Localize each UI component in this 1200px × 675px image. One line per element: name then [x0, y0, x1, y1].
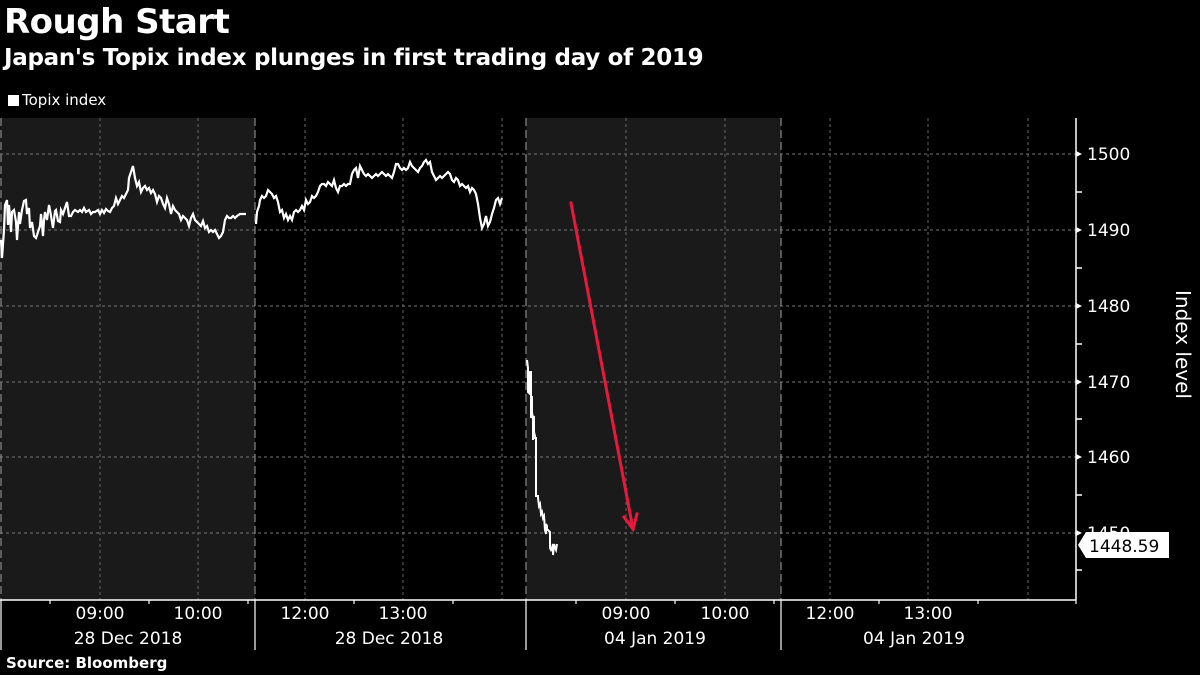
x-axis-ticks [0, 600, 1077, 650]
x-tick-time: 09:00 [602, 604, 651, 624]
y-axis: 1500 1490 1480 1470 1460 1450 1448.59 In… [0, 118, 1195, 601]
h-gridlines [0, 153, 1076, 534]
legend-label: Topix index [22, 91, 107, 109]
downward-arrow-icon [569, 201, 639, 533]
y-tick-1470: 1470 [1087, 373, 1130, 393]
y-tick-1500: 1500 [1087, 145, 1130, 165]
y-tick-1460: 1460 [1087, 448, 1130, 468]
last-value-tag: 1448.59 [1078, 532, 1169, 558]
x-tick-time: 09:00 [76, 604, 125, 624]
legend: Topix index [8, 91, 106, 109]
price-line-session-1 [0, 165, 246, 259]
x-tick-time: 10:00 [174, 604, 223, 624]
x-date-label: 04 Jan 2019 [604, 629, 706, 649]
x-tick-time: 12:00 [281, 604, 330, 624]
price-line-session-2 [254, 158, 504, 232]
session-dividers [0, 118, 782, 600]
x-date-label: 28 Dec 2018 [74, 629, 183, 649]
x-date-label: 28 Dec 2018 [335, 629, 444, 649]
x-axis-labels: 09:00 10:00 12:00 13:00 09:00 10:00 12:0… [74, 604, 965, 649]
chart-subtitle: Japan's Topix index plunges in first tra… [4, 45, 704, 71]
session-shade-1 [0, 118, 255, 600]
x-date-label: 04 Jan 2019 [863, 629, 965, 649]
legend-swatch-icon [8, 94, 19, 106]
x-tick-time: 13:00 [904, 604, 953, 624]
session-shade-2 [526, 118, 781, 600]
source-note: Source: Bloomberg [6, 654, 168, 672]
y-axis-title: Index level [1171, 290, 1195, 399]
y-tick-1490: 1490 [1087, 221, 1130, 241]
chart-title: Rough Start [4, 2, 230, 42]
v-gridlines [99, 118, 1029, 600]
x-tick-time: 10:00 [701, 604, 750, 624]
y-tick-1480: 1480 [1087, 297, 1130, 317]
x-tick-time: 13:00 [379, 604, 428, 624]
x-tick-time: 12:00 [806, 604, 855, 624]
last-value-label: 1448.59 [1089, 537, 1159, 557]
price-line-session-3 [526, 359, 558, 556]
